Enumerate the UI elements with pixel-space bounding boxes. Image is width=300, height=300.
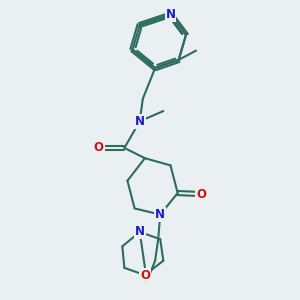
Text: N: N	[155, 208, 165, 221]
Text: N: N	[166, 8, 176, 21]
Text: O: O	[140, 268, 150, 281]
Text: N: N	[135, 226, 145, 238]
Text: N: N	[135, 115, 145, 128]
Text: O: O	[94, 142, 104, 154]
Text: O: O	[196, 188, 206, 201]
